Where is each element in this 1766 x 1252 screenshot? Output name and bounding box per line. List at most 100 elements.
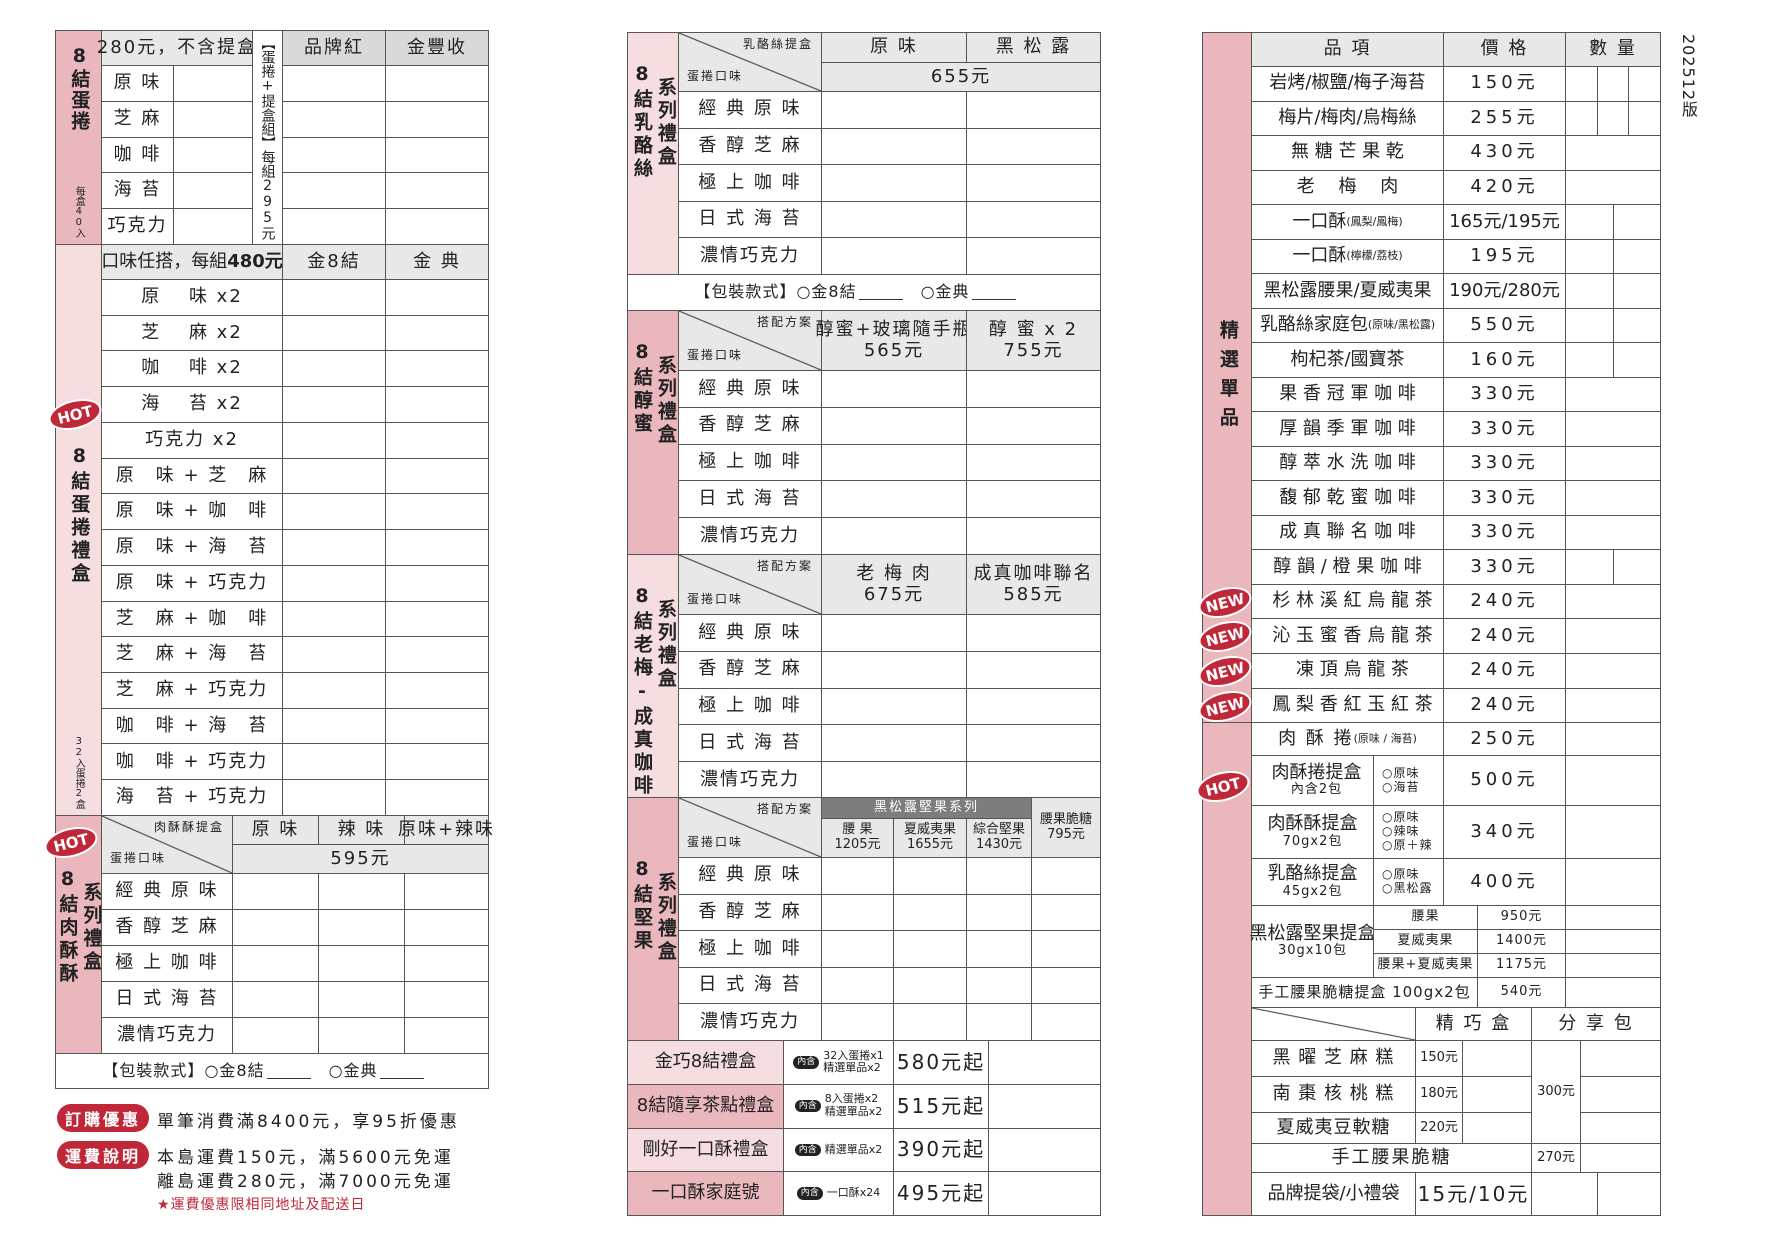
qty-cell <box>966 480 1101 519</box>
qty-cell <box>1565 929 1661 954</box>
corner-header <box>1251 1007 1416 1041</box>
qty-cell <box>1612 549 1661 585</box>
flavor-label: 日 式 海 苔 <box>678 966 822 1005</box>
header-price: 480元 <box>227 250 283 272</box>
qty-cell <box>966 614 1101 652</box>
flavor-label: 香 醇 芝 麻 <box>678 406 822 445</box>
item-price: 255元 <box>1443 100 1566 137</box>
contents-item: 精選單品x2 <box>824 1105 883 1119</box>
package-option: ○金典 <box>328 1060 378 1080</box>
item-name: 岩烤/椒鹽/梅子海苔 <box>1251 66 1444 102</box>
qty-cell <box>821 406 967 445</box>
qty-cell <box>966 164 1101 202</box>
flavor-label: 極 上 咖 啡 <box>678 687 822 726</box>
qty-cell <box>988 1127 1101 1173</box>
qty-cell <box>1031 1003 1101 1041</box>
qty-cell <box>1597 1172 1661 1216</box>
box-sub: 內含2包 <box>1290 782 1343 798</box>
discount-text: 單筆消費滿8400元，享95折優惠 <box>157 1112 460 1132</box>
qty-cell <box>1565 905 1661 930</box>
set-label: 【蛋捲+提盒組】 每組295元 <box>252 30 283 245</box>
side-series: 系列禮盒 <box>80 882 103 974</box>
column-header: 金 典 <box>385 244 489 280</box>
combo-row-label: 芝 麻 + 海 苔 <box>101 636 283 674</box>
corner-header: 搭配方案 蛋捲口味 <box>678 554 822 615</box>
qty-cell <box>821 517 967 555</box>
flavor-label: 巧克力 <box>101 208 174 245</box>
qty-cell <box>385 564 489 602</box>
side-note: 每盒40入 <box>73 186 85 238</box>
column-header: 價 格 <box>1443 32 1566 67</box>
flavor-label: 日 式 海 苔 <box>101 981 233 1018</box>
section-side-label: 8結醇蜜 系列禮盒 <box>627 310 679 555</box>
qty-cell <box>232 945 319 982</box>
section-side-label: 8結蛋捲禮盒 32入蛋捲2盒 <box>55 244 102 816</box>
combo-name: 8結隨享茶點禮盒 <box>627 1083 784 1129</box>
qty-cell <box>404 981 489 1018</box>
qty-cell <box>282 65 386 102</box>
flavor-label: 濃情巧克力 <box>101 1017 233 1054</box>
qty-cell <box>1462 1076 1532 1113</box>
qty-cell <box>385 493 489 531</box>
qty-cell <box>1462 1112 1532 1144</box>
column-header: 原 味 <box>232 815 319 845</box>
qty-cell <box>385 314 489 352</box>
qty-cell <box>404 945 489 982</box>
qty-cell <box>404 909 489 946</box>
item-label: 果 香 冠 軍 咖 啡 <box>1279 383 1416 405</box>
side-title: 8結老梅-成真咖啡 <box>631 585 653 798</box>
plan-name: 老 梅 肉 <box>856 562 932 584</box>
qty-cell <box>282 672 386 709</box>
box-price: 500元 <box>1443 755 1566 806</box>
item-label: 一口酥 <box>1292 245 1347 267</box>
qty-cell <box>385 779 489 816</box>
set-label-text: 【蛋捲+提盒組】 <box>259 35 276 150</box>
shipping-line: 離島運費280元，滿7000元免運 <box>157 1172 454 1192</box>
qty-cell <box>385 136 489 174</box>
qty-cell <box>1565 618 1661 654</box>
side-note: 32入蛋捲2盒 <box>73 736 85 809</box>
item-name: 老 梅 肉 <box>1251 169 1444 206</box>
item-label: 梅片/梅肉/烏梅絲 <box>1278 106 1417 128</box>
column-header: 精 巧 盒 <box>1415 1007 1532 1041</box>
item-price: 240元 <box>1443 653 1566 689</box>
qty-cell <box>385 707 489 745</box>
box-sub: 45gx2包 <box>1282 883 1343 899</box>
item-price: 240元 <box>1443 618 1566 654</box>
corner-bottom-label: 蛋捲口味 <box>687 835 744 850</box>
brittle-box-name: 手工腰果脆糖提盒 100gx2包 <box>1251 977 1478 1008</box>
combo-name: 一口酥家庭號 <box>627 1171 784 1216</box>
item-price: 330元 <box>1443 376 1566 413</box>
qty-cell <box>282 208 386 245</box>
blank-line <box>266 1064 311 1079</box>
corner-header: 搭配方案 蛋捲口味 <box>678 310 822 371</box>
item-price: 330元 <box>1443 480 1566 516</box>
item-name: 一口酥 (檸檬/荔枝) <box>1251 238 1444 275</box>
flavor-label: 極 上 咖 啡 <box>678 443 822 482</box>
qty-cell <box>966 406 1101 445</box>
blank-line <box>858 285 903 300</box>
qty-cell <box>282 779 386 816</box>
qty-cell <box>966 930 1032 968</box>
qty-cell <box>232 981 319 1018</box>
item-label: 成 真 聯 名 咖 啡 <box>1279 521 1416 543</box>
qty-cell <box>404 873 489 910</box>
contents-list: 8入蛋捲x2 精選單品x2 <box>825 1093 883 1118</box>
combo-contents: 內含 8入蛋捲x2 精選單品x2 <box>783 1083 894 1129</box>
qty-cell <box>1565 953 1661 978</box>
blank-line <box>379 1064 424 1079</box>
qty-cell <box>966 966 1032 1005</box>
item-price: 420元 <box>1443 169 1566 206</box>
flavor-label: 香 醇 芝 麻 <box>101 909 233 946</box>
column-header: 金豐收 <box>385 30 489 66</box>
option-radio: ○原味 <box>1382 867 1420 882</box>
qty-cell <box>282 600 386 638</box>
qty-cell <box>385 65 489 102</box>
qty-cell <box>821 930 894 968</box>
item-name: 肉 酥 捲 (原味 / 海苔) <box>1251 722 1444 756</box>
brittle-name: 手工腰果脆糖 <box>1251 1143 1532 1173</box>
qty-cell <box>821 724 967 763</box>
qty-cell <box>988 1171 1101 1216</box>
plan-price: 1655元 <box>906 837 954 852</box>
flavor-label: 海 苔 <box>101 172 174 210</box>
